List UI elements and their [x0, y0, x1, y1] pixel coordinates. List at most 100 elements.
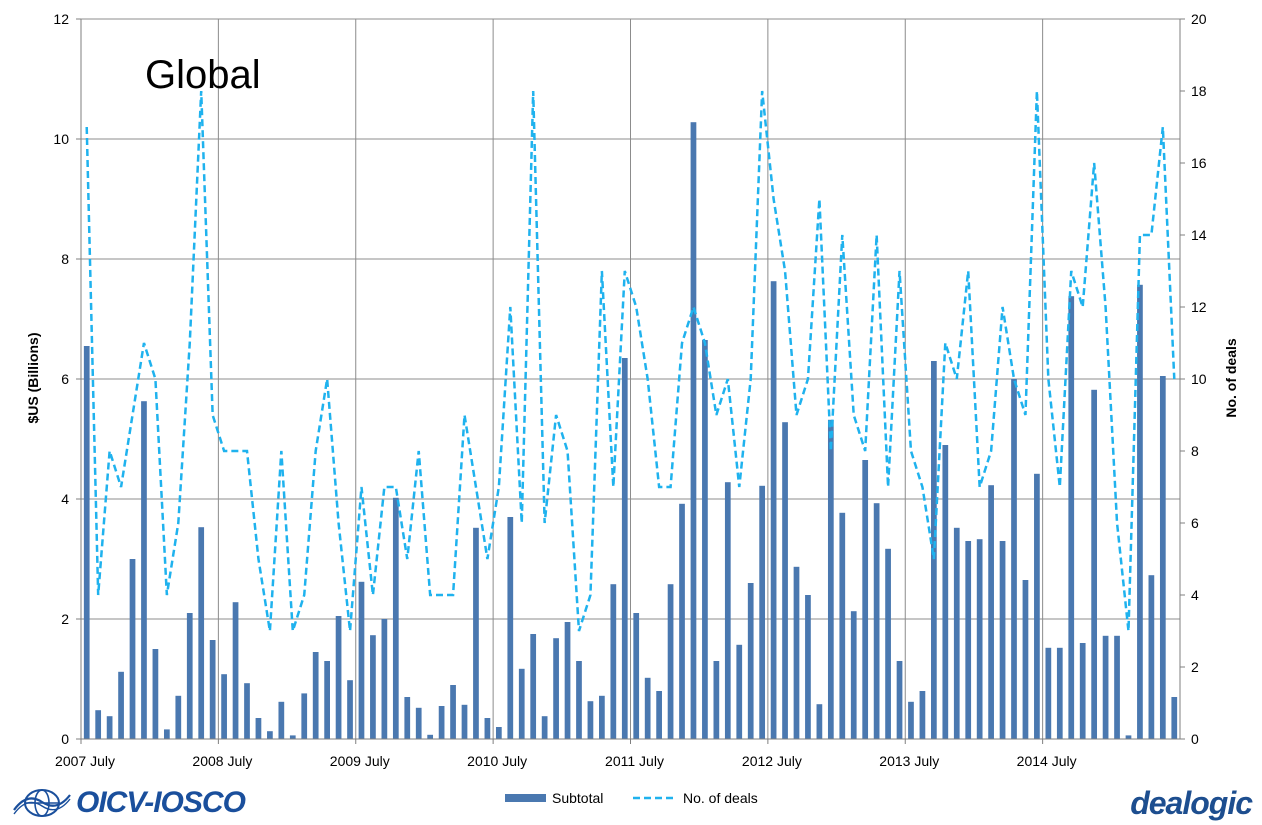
bar [152, 649, 159, 739]
bar [850, 611, 857, 739]
bar [106, 716, 113, 739]
bar [244, 683, 250, 739]
globe-icon [13, 789, 71, 817]
y-right-tick-label: 6 [1191, 515, 1199, 531]
bar [621, 358, 628, 739]
y-left-tick-label: 10 [53, 131, 69, 147]
bar [518, 668, 525, 739]
bar [530, 634, 537, 739]
bar [358, 581, 365, 739]
bar [679, 503, 685, 739]
legend-swatch-subtotal [505, 794, 546, 802]
bar [1011, 379, 1017, 739]
bar [690, 122, 697, 739]
y-right-tick-label: 0 [1191, 731, 1199, 747]
legend-label-subtotal: Subtotal [552, 790, 603, 806]
bar [427, 734, 434, 739]
x-tick-label: 2012 July [742, 753, 802, 769]
bar [392, 497, 399, 739]
line-series-no-of-deals [85, 90, 1176, 632]
bar [484, 718, 491, 739]
bar [1114, 635, 1120, 739]
legend: Subtotal No. of deals [505, 790, 758, 806]
bar [644, 677, 651, 739]
bar [919, 691, 926, 739]
bar [702, 340, 708, 739]
y-right-tick-label: 16 [1191, 155, 1207, 171]
bar [541, 716, 548, 739]
dealogic-logo: dealogic [1130, 784, 1253, 822]
bar [759, 485, 766, 739]
bar [827, 419, 834, 739]
bar [370, 635, 376, 739]
y-left-tick-label: 0 [61, 731, 69, 747]
bar [896, 661, 903, 739]
dealogic-logo-text: dealogic [1130, 784, 1253, 821]
bar [885, 548, 891, 739]
bar [1137, 284, 1143, 739]
bar [335, 616, 342, 739]
y-left-tick-label: 6 [61, 371, 69, 387]
bar [1034, 473, 1040, 739]
bar [656, 691, 662, 739]
y-left-tick-label: 2 [61, 611, 69, 627]
y-right-tick-label: 14 [1191, 227, 1207, 243]
bar [507, 517, 514, 739]
bar [1022, 580, 1029, 739]
bar [1079, 643, 1086, 739]
y-axis-right-ticks: 0 2 4 6 8 10 12 14 16 18 20 [1180, 11, 1207, 747]
bar [83, 346, 90, 739]
bar [278, 701, 285, 739]
bar [267, 731, 273, 739]
bar [564, 622, 571, 739]
y-right-tick-label: 20 [1191, 11, 1207, 27]
bar [347, 680, 353, 739]
bar [553, 638, 559, 739]
bar [999, 541, 1006, 739]
bar [450, 685, 456, 739]
y-right-tick-label: 4 [1191, 587, 1199, 603]
bar [495, 727, 502, 739]
bar [198, 527, 205, 739]
y-left-tick-label: 4 [61, 491, 69, 507]
bar [404, 697, 411, 739]
bar [461, 704, 468, 739]
bar [312, 652, 319, 739]
bar [1045, 647, 1052, 739]
y-right-tick-label: 18 [1191, 83, 1207, 99]
bar [1148, 575, 1155, 739]
bar [713, 661, 720, 739]
bar [862, 460, 869, 739]
x-tick-label: 2010 July [467, 753, 527, 769]
bar [770, 281, 777, 739]
x-tick-label: 2007 July [55, 753, 115, 769]
bar [1068, 296, 1075, 739]
bar [324, 661, 330, 739]
bar [988, 485, 994, 739]
bar [95, 710, 102, 739]
bar [232, 602, 239, 739]
iosco-logo: OICV-IOSCO [12, 784, 246, 822]
bar [255, 718, 262, 739]
bar [931, 361, 937, 739]
y-left-tick-label: 12 [53, 11, 69, 27]
x-tick-label: 2013 July [879, 753, 939, 769]
bar-series-subtotal [83, 122, 1178, 739]
bar [1159, 376, 1166, 739]
legend-label-no-of-deals: No. of deals [683, 790, 758, 806]
bar [816, 704, 823, 739]
bar [908, 701, 914, 739]
y-axis-left-title: $US (Billions) [25, 332, 41, 423]
x-tick-label: 2014 July [1017, 753, 1077, 769]
x-tick-label: 2009 July [330, 753, 390, 769]
x-tick-label: 2008 July [192, 753, 252, 769]
bar [1056, 647, 1063, 739]
bar [473, 527, 479, 739]
bar [438, 706, 445, 739]
bar [839, 512, 846, 739]
bar [587, 701, 594, 739]
bar [301, 693, 308, 739]
bar [747, 583, 754, 739]
bar [942, 445, 949, 739]
bar [736, 644, 743, 739]
